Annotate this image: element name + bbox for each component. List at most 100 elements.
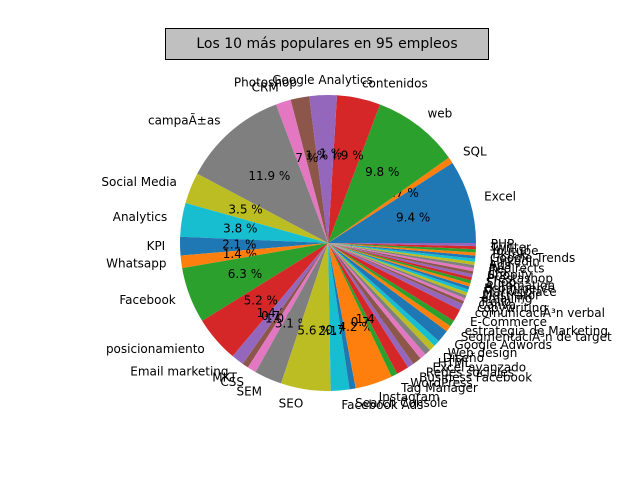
- pie-slice: [290, 96, 328, 243]
- slice-percent-label: 9.4 %: [396, 210, 430, 224]
- slice-label: Jira: [487, 265, 507, 279]
- slice-percent-label: 9.8 %: [365, 165, 399, 179]
- pie-slice: [328, 243, 476, 250]
- pie-slice: [328, 243, 472, 284]
- slice-label: HTML: [438, 356, 472, 370]
- slice-label: Analytics: [113, 210, 168, 224]
- pie-slice: [328, 243, 454, 327]
- pie-slice: [328, 243, 475, 269]
- pie-slice: [328, 243, 472, 281]
- slice-label: Twitter: [490, 241, 531, 255]
- slice-label: Business Facebook: [419, 370, 532, 384]
- slice-percent-label: 4.9 %: [329, 149, 363, 163]
- slice-percent-label: 4.2 %: [338, 320, 372, 334]
- slice-label: copywriting: [477, 301, 547, 315]
- pie-slice: [328, 243, 461, 321]
- slice-label: KPI: [147, 239, 166, 253]
- slice-label: Redes sociales: [426, 366, 514, 380]
- pie-slice: [328, 243, 451, 332]
- slice-label: SEO: [279, 396, 304, 410]
- slice-label: Facebook Ads: [341, 398, 423, 412]
- slice-label: posicionamiento: [106, 342, 205, 356]
- slice-label: Redirects: [489, 261, 545, 275]
- slice-label: SQL: [463, 144, 487, 158]
- pie-slice: [328, 243, 476, 247]
- pie-slice: [180, 202, 328, 243]
- slice-label: Ads: [489, 258, 511, 272]
- slice-label: estrategia de Marketing: [465, 324, 608, 338]
- pie-slice: [328, 243, 476, 262]
- pie-slice: [255, 243, 328, 384]
- pie-slice: [328, 243, 476, 256]
- pie-slice: [328, 243, 474, 275]
- pie-slice: [328, 157, 453, 243]
- slice-label: Ecommerce: [484, 282, 555, 296]
- slice-label: Excel: [484, 190, 516, 204]
- slice-percent-label: 3.8 %: [223, 222, 257, 236]
- pie-slice: [328, 243, 431, 355]
- slice-label: PHP: [491, 237, 515, 251]
- pie-slice: [328, 243, 439, 346]
- pie-slice: [328, 243, 467, 299]
- slice-label: Email marketing: [130, 364, 228, 378]
- slice-percent-label: 2.1 %: [222, 237, 256, 251]
- slice-label: Whatsapp: [106, 256, 166, 270]
- slice-label: Youtube: [490, 244, 539, 258]
- pie-slice: [185, 173, 328, 243]
- pie-slice: [328, 243, 392, 389]
- pie-slice: [328, 243, 466, 302]
- slice-label: Diseño: [443, 351, 484, 365]
- pie-slice: [247, 243, 328, 373]
- slice-label: Photoshop: [234, 76, 297, 90]
- pie-slice: [281, 243, 331, 391]
- pie-slice: [328, 95, 381, 243]
- pie-slice: [328, 243, 470, 290]
- pie-slice: [328, 243, 465, 305]
- slice-percent-label: 6.3 %: [228, 267, 262, 281]
- slice-label: Web design: [448, 346, 518, 360]
- slice-label: WordPress: [410, 376, 472, 390]
- pie-slice: [328, 162, 476, 243]
- pie-slice: [328, 243, 421, 364]
- slice-label: Google Adwords: [454, 338, 552, 352]
- pie-slice: [180, 243, 328, 269]
- slice-label: comunicaciÃ³n verbal: [475, 305, 605, 320]
- slice-label: contenidos: [362, 76, 428, 90]
- slice-label: Linkedin: [490, 255, 540, 269]
- pie-slice: [182, 243, 328, 321]
- slice-label: Search Console: [355, 396, 448, 410]
- slice-label: Shop: [486, 275, 516, 289]
- slice-label: campaÃ±as: [148, 112, 220, 127]
- slice-label: Facebook: [119, 293, 175, 307]
- pie-slice: [328, 243, 398, 377]
- pie-slice: [328, 243, 356, 390]
- slice-label: MKT: [212, 370, 237, 384]
- pie-slice: [328, 243, 447, 342]
- pie-slice: [180, 236, 328, 256]
- pie-slice: [328, 243, 463, 310]
- pie-slice: [328, 243, 476, 253]
- pie-slice: [328, 243, 468, 296]
- pie-slice: [328, 243, 426, 359]
- slice-label: Excel avanzado: [433, 360, 527, 374]
- pie-slice: [309, 94, 338, 243]
- slice-percent-label: 5.6 %: [297, 323, 331, 337]
- slice-label: Google Trends: [490, 251, 575, 265]
- slice-label: Prestashop: [487, 272, 553, 286]
- slice-label: Google Analytics: [272, 73, 373, 87]
- pie-slice: [202, 243, 328, 357]
- pie-slice: [275, 99, 328, 244]
- slice-label: Tiktok: [489, 248, 526, 262]
- chart-title: Los 10 más populares en 95 empleos: [165, 28, 489, 60]
- slice-label: CRM: [252, 80, 279, 94]
- slice-label: Instagram: [379, 390, 440, 404]
- pie-slice: [328, 243, 435, 351]
- pie-slice: [328, 243, 476, 259]
- pie-slice: [328, 243, 473, 278]
- slice-label: web: [427, 107, 452, 121]
- slice-label: Tag Manager: [400, 381, 478, 395]
- slice-label: Automation: [485, 278, 555, 292]
- slice-percent-label: 11.9 %: [248, 169, 290, 183]
- slice-percent-label: 3.5 %: [228, 203, 262, 217]
- slice-label: Illustrator: [482, 288, 540, 302]
